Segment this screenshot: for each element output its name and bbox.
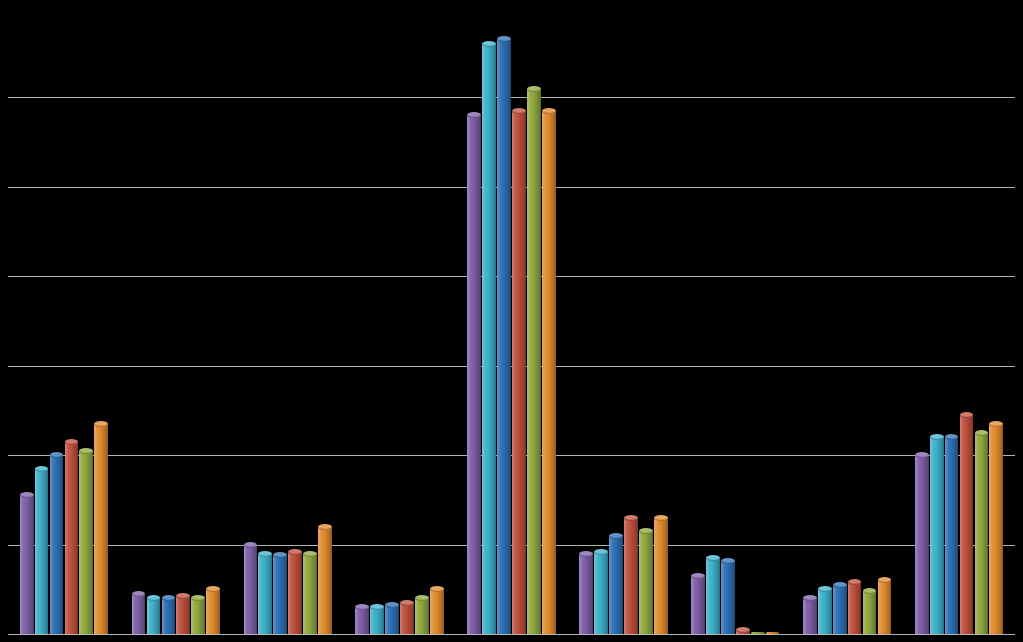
chart-container bbox=[0, 0, 1023, 642]
bar bbox=[706, 558, 720, 634]
bar bbox=[863, 591, 877, 634]
bar bbox=[206, 589, 220, 634]
bar bbox=[191, 598, 205, 634]
bar bbox=[147, 598, 161, 634]
bar bbox=[94, 424, 108, 634]
bar bbox=[288, 552, 302, 634]
bar bbox=[50, 455, 64, 634]
bar bbox=[878, 580, 892, 634]
bar bbox=[303, 554, 317, 634]
bar bbox=[989, 424, 1003, 634]
bar bbox=[975, 433, 989, 634]
bar bbox=[467, 115, 481, 634]
bar bbox=[721, 561, 735, 634]
bar bbox=[497, 39, 511, 634]
bar bbox=[542, 111, 556, 634]
bar bbox=[400, 603, 414, 634]
bar bbox=[482, 44, 496, 634]
bar bbox=[594, 552, 608, 634]
bar bbox=[818, 589, 832, 634]
bar bbox=[766, 632, 780, 634]
bar bbox=[65, 442, 79, 634]
bar bbox=[176, 596, 190, 634]
bar bbox=[639, 531, 653, 634]
bar bbox=[691, 576, 705, 634]
bar bbox=[430, 589, 444, 634]
bar bbox=[132, 594, 146, 634]
bar bbox=[35, 469, 49, 634]
bar bbox=[654, 518, 668, 634]
gridline bbox=[8, 634, 1015, 635]
bar bbox=[512, 111, 526, 634]
bar bbox=[162, 598, 176, 634]
bar bbox=[960, 415, 974, 634]
bar bbox=[915, 455, 929, 634]
bar bbox=[370, 607, 384, 634]
bar bbox=[803, 598, 817, 634]
bar bbox=[833, 585, 847, 634]
bar bbox=[736, 630, 750, 634]
bar bbox=[415, 598, 429, 634]
bar bbox=[751, 632, 765, 634]
bar bbox=[20, 495, 34, 634]
bar bbox=[624, 518, 638, 634]
bar bbox=[385, 605, 399, 634]
bar bbox=[273, 555, 287, 634]
bar bbox=[244, 545, 258, 634]
bar bbox=[848, 582, 862, 634]
bar bbox=[930, 437, 944, 634]
bar bbox=[79, 451, 93, 634]
bar bbox=[609, 536, 623, 634]
bar bbox=[355, 607, 369, 634]
bar bbox=[579, 554, 593, 634]
chart-bars-layer bbox=[8, 8, 1015, 634]
chart-plot-area bbox=[8, 8, 1015, 634]
bar bbox=[258, 554, 272, 634]
bar bbox=[945, 437, 959, 634]
bar bbox=[527, 89, 541, 635]
bar bbox=[318, 527, 332, 634]
